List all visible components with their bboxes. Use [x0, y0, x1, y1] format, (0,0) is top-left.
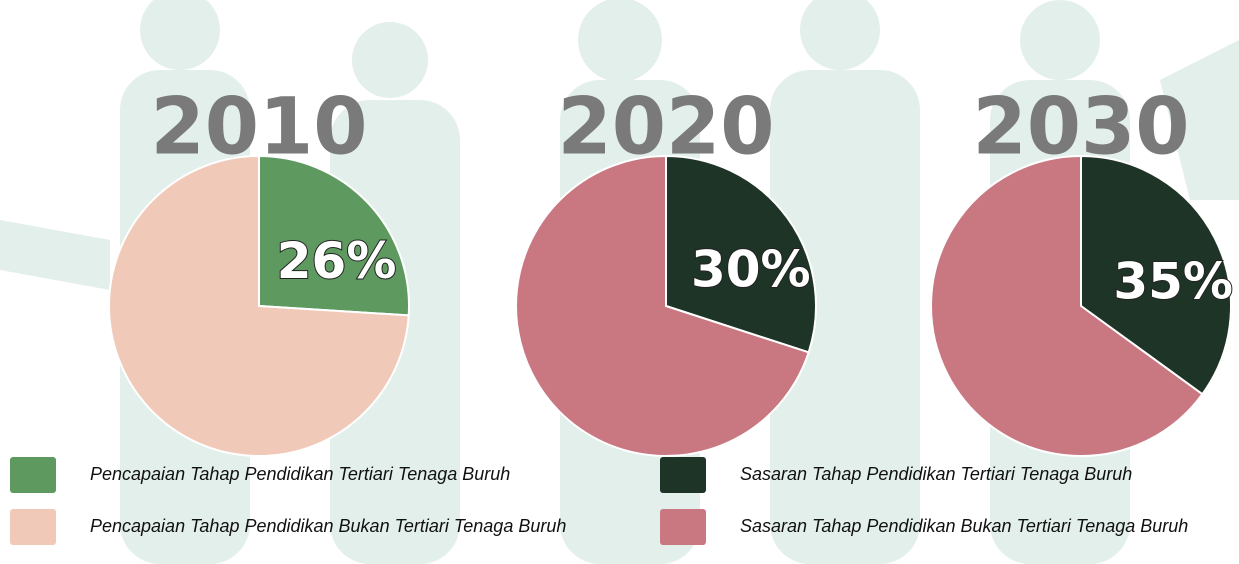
pie-slice — [108, 154, 410, 457]
slice-label: 26% — [277, 232, 397, 290]
slice-label: 30% — [691, 241, 811, 299]
pie-slice — [665, 154, 817, 354]
pie-slice — [258, 154, 410, 317]
slice-label: 35% — [1113, 253, 1233, 311]
pie-slice — [515, 154, 810, 457]
legend-label: Pencapaian Tahap Pendidikan Bukan Tertia… — [90, 516, 566, 536]
legend-swatch — [660, 457, 706, 493]
legend-swatch — [660, 509, 706, 545]
pie-slice — [1080, 154, 1232, 396]
legend-label: Sasaran Tahap Pendidikan Bukan Tertiari … — [740, 516, 1188, 536]
pie-slice — [930, 154, 1204, 457]
legend-label: Pencapaian Tahap Pendidikan Tertiari Ten… — [90, 464, 510, 484]
legend-label: Sasaran Tahap Pendidikan Tertiari Tenaga… — [740, 464, 1132, 484]
legend-swatch — [10, 457, 56, 493]
legend-swatch — [10, 509, 56, 545]
